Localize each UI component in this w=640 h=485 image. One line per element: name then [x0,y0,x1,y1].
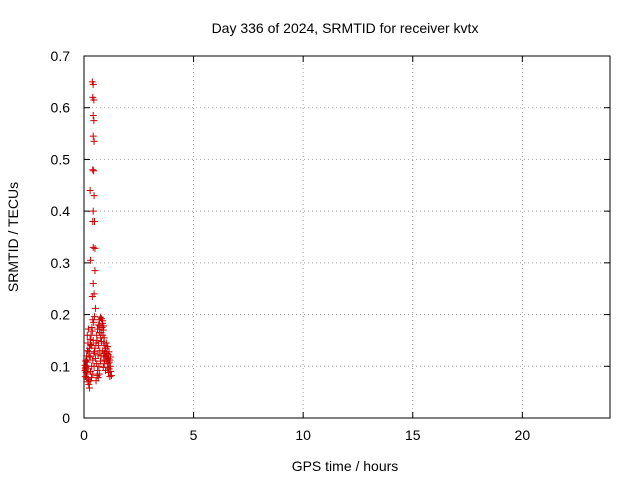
y-tick-label: 0.7 [51,48,71,64]
data-point [84,378,92,386]
data-point [91,244,99,252]
data-point [90,318,98,326]
data-point [81,365,89,373]
chart-title: Day 336 of 2024, SRMTID for receiver kvt… [212,20,479,36]
data-point [90,137,98,145]
y-tick-label: 0 [62,410,70,426]
data-point [105,348,113,356]
data-point [82,357,90,365]
data-point [86,186,94,194]
data-point [90,349,98,357]
plot-frame [83,55,611,419]
data-point [91,217,99,225]
data-point [90,96,98,104]
data-point [87,341,95,349]
data-point [101,349,109,357]
x-tick-label: 10 [295,427,311,443]
data-point [91,355,99,363]
data-point [89,280,97,288]
x-tick-label: 5 [190,427,198,443]
data-point [91,267,99,275]
data-point [97,334,105,342]
data-point [101,366,109,374]
data-point [87,374,95,382]
data-point [91,304,99,312]
data-point [89,207,97,215]
y-tick-label: 0.5 [51,151,71,167]
grid [84,56,610,418]
y-tick-label: 0.1 [51,358,71,374]
data-point [91,313,99,321]
x-tick-label: 20 [515,427,531,443]
data-point [104,343,112,351]
y-tick-label: 0.2 [51,307,71,323]
data-point [89,111,97,119]
data-point [90,167,98,175]
data-point [91,348,99,356]
data-point [85,384,93,392]
x-tick-label: 0 [80,427,88,443]
data-point [106,356,114,364]
data-point [93,372,101,380]
data-point [89,370,97,378]
data-point [89,80,97,88]
data-point [84,325,92,333]
data-point [90,362,98,370]
data-point [87,256,95,264]
data-point [96,347,104,355]
data-point [94,351,102,359]
data-point [100,322,108,330]
data-point [102,339,110,347]
data-point [84,347,92,355]
data-point [90,117,98,125]
data-point [90,192,98,200]
data-point [107,372,115,380]
y-tick-label: 0.3 [51,255,71,271]
data-point [106,373,114,381]
data-point [89,166,97,174]
x-axis-title: GPS time / hours [292,458,399,474]
data-points [81,78,115,392]
data-point [96,357,104,365]
data-point [88,327,96,335]
data-point [95,329,103,337]
data-point [89,243,97,251]
data-point [92,377,100,385]
y-tick-label: 0.4 [51,203,71,219]
data-point [96,313,104,321]
data-point [89,336,97,344]
data-point [88,292,96,300]
data-point [100,360,108,368]
data-point [94,321,102,329]
y-tick-label: 0.6 [51,100,71,116]
y-axis-title: SRMTID / TECUs [5,182,21,292]
axis-ticks: 0 5 10 15 20 0 0.1 0.2 0.3 0.4 0.5 0.6 0.7 [51,48,610,443]
data-point [87,331,95,339]
data-point [97,352,105,360]
data-point [89,132,97,140]
data-point [88,342,96,350]
data-point [94,342,102,350]
x-tick-label: 15 [405,427,421,443]
data-point [85,352,93,360]
